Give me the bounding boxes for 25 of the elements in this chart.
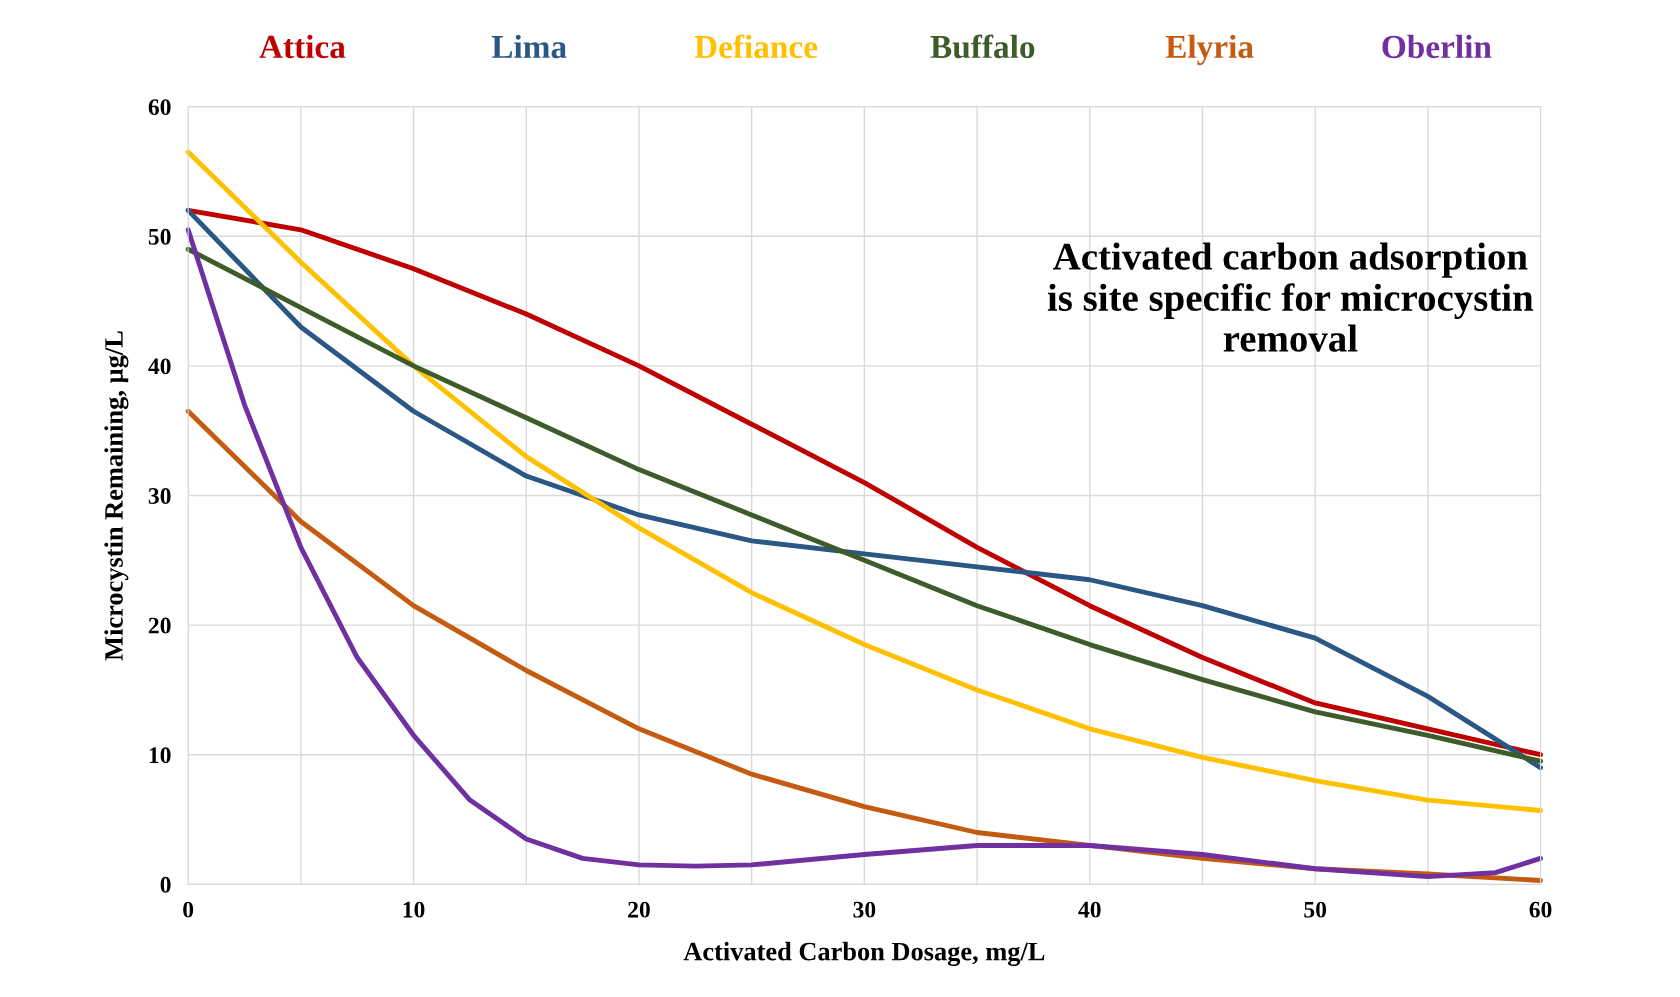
line-series bbox=[185, 149, 1543, 813]
y-tick-label: 30 bbox=[148, 488, 171, 504]
y-tick-label: 40 bbox=[148, 358, 171, 375]
x-axis-title: Activated Carbon Dosage, mg/L bbox=[683, 941, 1045, 966]
x-tick-label: 0 bbox=[183, 901, 194, 918]
text: Lima bbox=[491, 34, 567, 59]
y-tick-label: 50 bbox=[148, 228, 171, 245]
x-tick-label: 50 bbox=[1304, 901, 1327, 918]
line-series bbox=[185, 227, 1543, 879]
x-tick-label: 40 bbox=[1078, 901, 1101, 918]
y-axis-title: Microcystin Remaining, µg/L bbox=[104, 331, 129, 661]
x-tick-label: 10 bbox=[403, 901, 425, 918]
x-tick-label: 20 bbox=[628, 901, 650, 918]
y-tick-label: 0 bbox=[160, 876, 171, 893]
x-tick-label: 60 bbox=[1529, 901, 1552, 918]
text: Elyria bbox=[1165, 34, 1254, 66]
y-tick-label: 20 bbox=[148, 617, 171, 634]
text: Oberlin bbox=[1382, 34, 1492, 59]
annotation: Activated carbon adsorption is site specific for microcystin removal bbox=[1047, 242, 1534, 352]
y-tick-label: 60 bbox=[148, 99, 171, 116]
x-tick-label: 30 bbox=[853, 901, 876, 918]
text: Buffalo bbox=[930, 34, 1035, 59]
y-tick-label: 10 bbox=[149, 747, 171, 764]
text: Attica bbox=[259, 34, 346, 59]
text: Defiance bbox=[694, 34, 818, 59]
